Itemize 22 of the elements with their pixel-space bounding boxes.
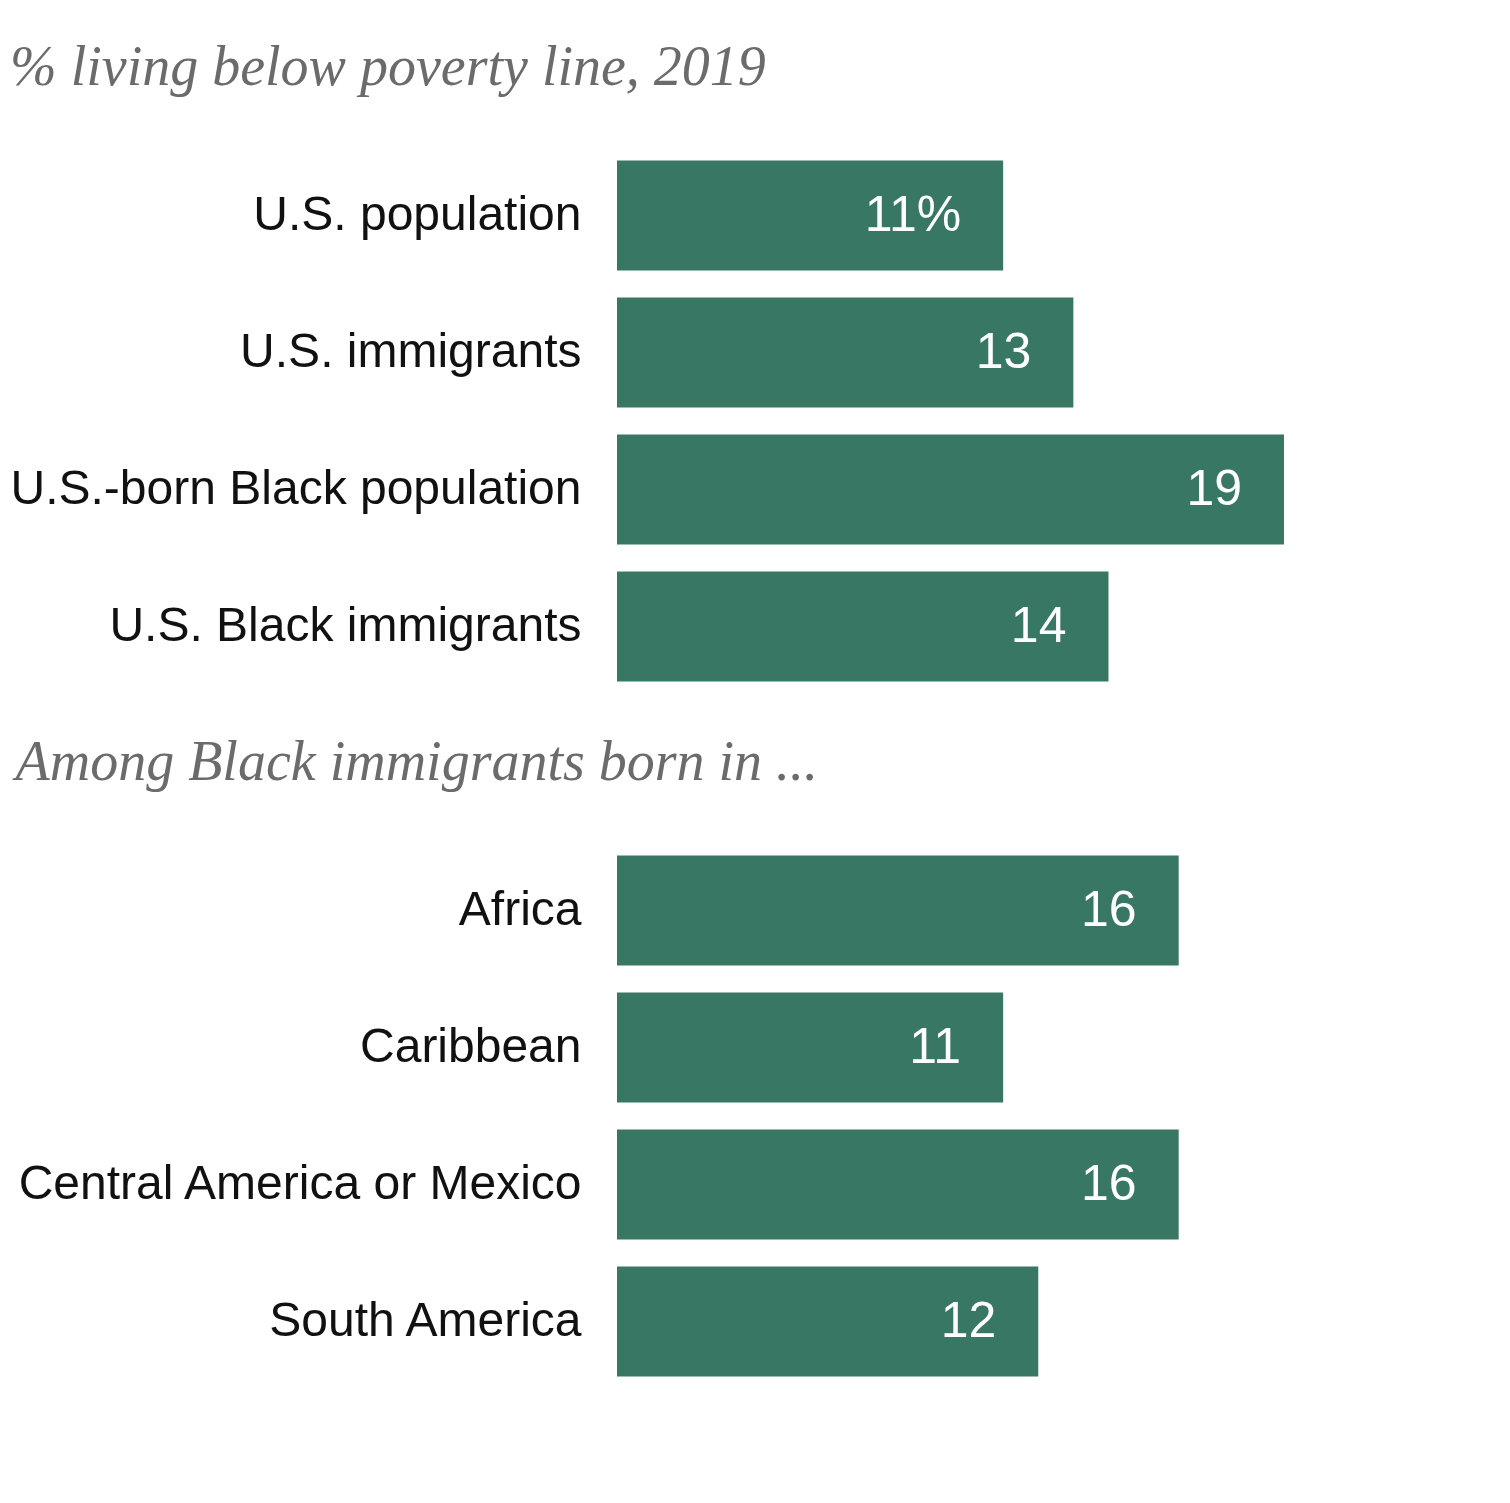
- y-tick-label: Caribbean: [360, 1018, 582, 1072]
- data-label: 11: [909, 1017, 962, 1074]
- y-tick-label: U.S. population: [253, 186, 582, 240]
- bar: [617, 434, 1284, 545]
- y-tick-label: Africa: [458, 881, 582, 935]
- chart-title: Among Black immigrants born in ...: [11, 730, 819, 792]
- data-label: 14: [1010, 596, 1067, 653]
- bar: [617, 160, 1004, 271]
- data-label: 13: [975, 322, 1032, 379]
- y-tick-label: South America: [269, 1292, 582, 1346]
- bar: [617, 297, 1074, 408]
- data-label: 12: [940, 1291, 997, 1348]
- y-tick-label: U.S.-born Black population: [10, 460, 582, 514]
- y-tick-label: Central America or Mexico: [18, 1155, 582, 1209]
- data-label: 11%: [864, 185, 962, 242]
- y-tick-label: U.S. immigrants: [240, 323, 582, 377]
- y-tick-label: U.S. Black immigrants: [109, 597, 582, 651]
- data-label: 16: [1081, 1154, 1137, 1211]
- chart-title: % living below poverty line, 2019: [10, 35, 766, 97]
- data-label: 19: [1186, 459, 1242, 516]
- data-label: 16: [1081, 880, 1137, 937]
- bar: [617, 571, 1109, 682]
